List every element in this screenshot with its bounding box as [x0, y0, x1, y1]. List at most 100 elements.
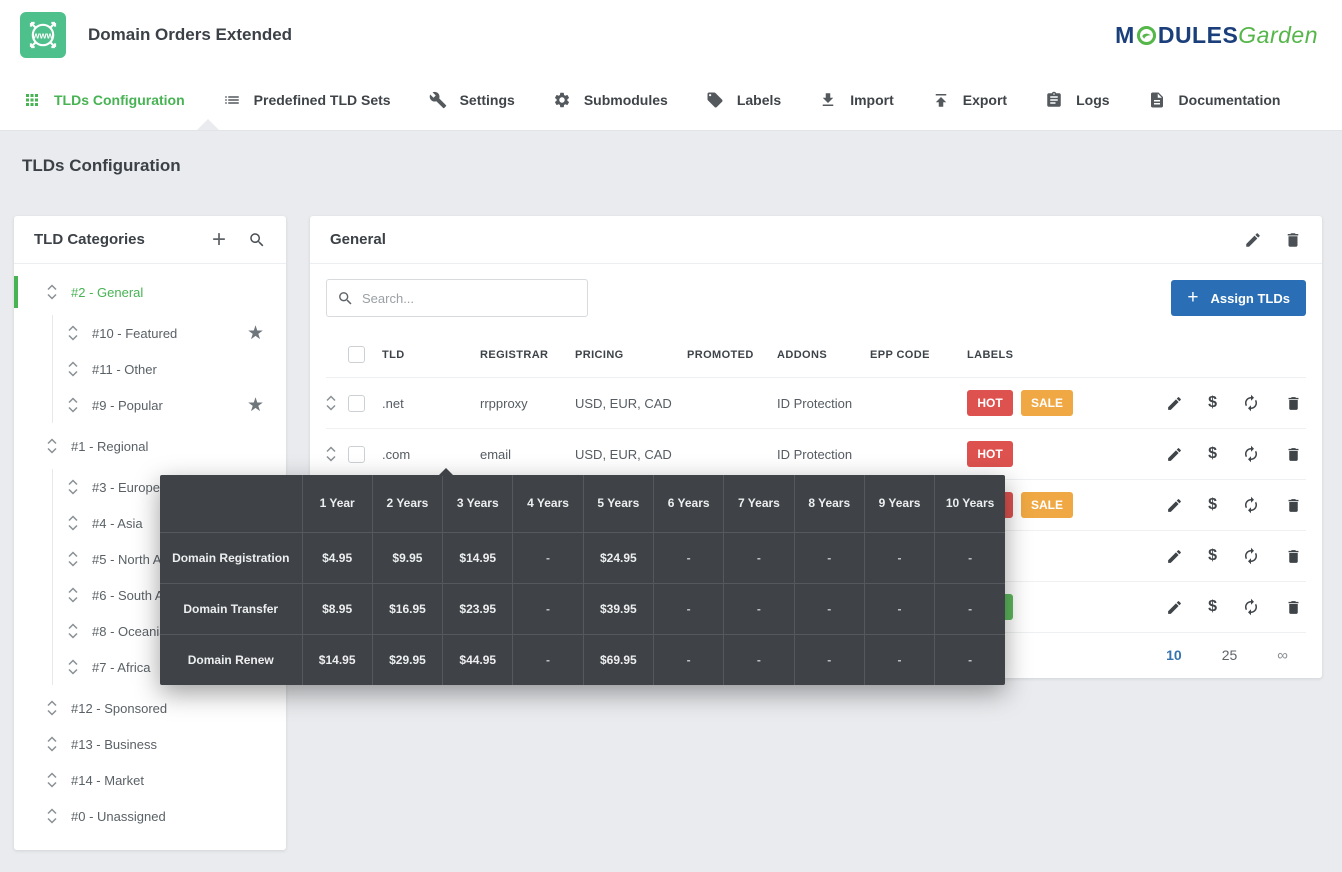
drag-handle-icon[interactable] [68, 623, 78, 639]
edit-icon[interactable] [1166, 497, 1183, 514]
drag-handle-icon[interactable] [68, 325, 78, 341]
category-item[interactable]: #13 - Business [14, 726, 286, 762]
drag-handle-icon[interactable] [47, 438, 57, 454]
table-row: .com email USD, EUR, CAD ID Protection H… [326, 429, 1306, 480]
pricing-col: 7 Years [723, 475, 795, 533]
row-checkbox[interactable] [348, 394, 365, 412]
price-cell: - [934, 582, 1005, 635]
tab-predefined-tld-sets[interactable]: Predefined TLD Sets [204, 70, 410, 130]
category-item[interactable]: #1 - Regional [14, 428, 286, 464]
edit-icon[interactable] [1166, 446, 1183, 463]
brand-dules: DULES [1157, 21, 1239, 48]
pricing-cell[interactable]: USD, EUR, CAD [575, 446, 672, 462]
category-item[interactable]: #0 - Unassigned [14, 798, 286, 834]
drag-handle-icon[interactable] [68, 397, 78, 413]
assign-tlds-button[interactable]: + Assign TLDs [1171, 280, 1306, 316]
tab-settings[interactable]: Settings [410, 70, 534, 130]
price-cell: - [793, 582, 865, 635]
price-cell: $16.95 [371, 582, 444, 635]
pricing-col: 3 Years [442, 475, 514, 533]
drag-handle-icon[interactable] [326, 395, 336, 411]
tld-cell: .com [382, 446, 411, 462]
category-item[interactable]: #2 - General [14, 274, 286, 310]
edit-icon[interactable] [1166, 548, 1183, 565]
search-input[interactable] [362, 290, 577, 306]
star-icon: ★ [246, 322, 264, 344]
price-cell: $44.95 [442, 633, 514, 685]
delete-icon[interactable] [1285, 446, 1302, 463]
tab-export[interactable]: Export [913, 70, 1026, 130]
price-cell: - [512, 531, 584, 584]
delete-icon[interactable] [1285, 548, 1302, 565]
tab-label: Submodules [583, 92, 668, 108]
tab-label: Labels [736, 92, 782, 108]
edit-category-icon[interactable] [1244, 231, 1262, 249]
category-item[interactable]: #14 - Market [14, 762, 286, 798]
tab-logs[interactable]: Logs [1026, 70, 1128, 130]
edit-icon[interactable] [1166, 599, 1183, 616]
tab-tlds-configuration[interactable]: TLDs Configuration [4, 70, 204, 130]
sync-icon[interactable] [1242, 445, 1260, 463]
page-size-25[interactable]: 25 [1221, 647, 1238, 663]
label-badge: HOT [967, 390, 1013, 416]
pricing-icon[interactable]: $ [1208, 598, 1217, 615]
drag-handle-icon[interactable] [68, 479, 78, 495]
pricing-icon[interactable]: $ [1208, 496, 1217, 513]
drag-handle-icon[interactable] [47, 772, 57, 788]
drag-handle-icon[interactable] [68, 551, 78, 567]
pricing-cell[interactable]: USD, EUR, CAD [575, 395, 672, 411]
sync-icon[interactable] [1242, 394, 1260, 412]
category-item[interactable]: #4 - Asia [53, 505, 286, 541]
delete-icon[interactable] [1285, 497, 1302, 514]
category-item[interactable]: #3 - Europe [53, 469, 286, 505]
category-label: #2 - General [71, 284, 144, 300]
drag-handle-icon[interactable] [68, 361, 78, 377]
drag-handle-icon[interactable] [47, 284, 57, 300]
pricing-col: 2 Years [371, 475, 444, 533]
sync-icon[interactable] [1242, 547, 1260, 565]
category-item[interactable]: #7 - Africa [53, 649, 286, 685]
edit-icon[interactable] [1166, 395, 1183, 412]
label-badge: SALE [1021, 390, 1074, 416]
drag-handle-icon[interactable] [68, 515, 78, 531]
panel-title: General [330, 231, 386, 248]
drag-handle-icon[interactable] [68, 659, 78, 675]
search-icon [339, 291, 352, 305]
drag-handle-icon[interactable] [47, 808, 57, 824]
tab-submodules[interactable]: Submodules [534, 70, 687, 130]
import-icon [822, 93, 834, 106]
category-item[interactable]: #12 - Sponsored [14, 690, 286, 726]
pricing-row-label: Domain Transfer [160, 582, 303, 635]
category-item[interactable]: #8 - Oceania [53, 613, 286, 649]
drag-handle-icon[interactable] [47, 700, 57, 716]
pricing-row-transfer: Domain Transfer $8.95 $16.95 $23.95 - $3… [160, 582, 1005, 635]
category-item[interactable]: #11 - Other [53, 351, 286, 387]
pricing-icon[interactable]: $ [1208, 547, 1217, 564]
select-all-checkbox[interactable] [348, 346, 365, 363]
category-item[interactable]: #9 - Popular ★ [53, 387, 286, 423]
pricing-icon[interactable]: $ [1208, 445, 1217, 462]
tab-labels[interactable]: Labels [687, 70, 800, 130]
delete-icon[interactable] [1285, 599, 1302, 616]
add-category-button[interactable]: + [211, 225, 226, 253]
tab-documentation[interactable]: Documentation [1129, 70, 1300, 130]
delete-category-icon[interactable] [1284, 231, 1302, 249]
row-checkbox[interactable] [348, 445, 365, 463]
tld-categories-header: TLD Categories + [14, 216, 286, 264]
tab-import[interactable]: Import [800, 70, 913, 130]
category-item[interactable]: #10 - Featured ★ [53, 315, 286, 351]
pricing-col: 9 Years [863, 475, 936, 533]
drag-handle-icon[interactable] [47, 736, 57, 752]
page-size-all[interactable]: ∞ [1277, 646, 1288, 664]
drag-handle-icon[interactable] [326, 446, 336, 462]
sync-icon[interactable] [1242, 496, 1260, 514]
search-categories-icon[interactable] [248, 231, 266, 249]
delete-icon[interactable] [1285, 395, 1302, 412]
sync-icon[interactable] [1242, 598, 1260, 616]
drag-handle-icon[interactable] [68, 587, 78, 603]
pricing-icon[interactable]: $ [1208, 394, 1217, 411]
page-size-10[interactable]: 10 [1166, 647, 1182, 663]
col-epp-code: EPP CODE [870, 348, 930, 361]
price-cell: $8.95 [301, 582, 373, 635]
page-app-title: Domain Orders Extended [88, 25, 293, 44]
